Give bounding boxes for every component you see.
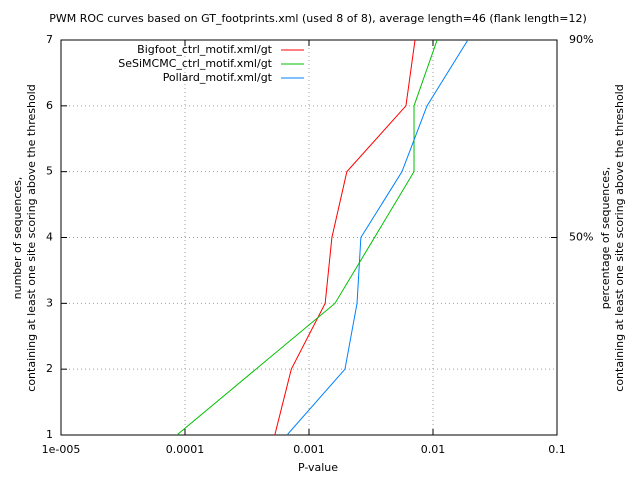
y-tick-label: 1 <box>46 428 53 441</box>
x-tick-label: 0.1 <box>548 443 566 456</box>
legend-label: Bigfoot_ctrl_motif.xml/gt <box>137 43 273 56</box>
y-tick-label: 6 <box>46 99 53 112</box>
series-line <box>286 40 469 435</box>
chart-title: PWM ROC curves based on GT_footprints.xm… <box>49 12 587 25</box>
y-tick-label: 3 <box>46 296 53 309</box>
x-tick-label: 0.001 <box>293 443 325 456</box>
series-line <box>274 40 416 435</box>
y-axis-label: containing at least one site scoring abo… <box>25 84 38 391</box>
legend-label: Pollard_motif.xml/gt <box>163 71 273 84</box>
x-tick-label: 0.01 <box>421 443 446 456</box>
y2-axis-label: containing at least one site scoring abo… <box>613 84 626 391</box>
y-tick-label: 2 <box>46 362 53 375</box>
y2-axis-label: percentage of sequences, <box>599 167 612 309</box>
y-axis-label: number of sequences, <box>11 177 24 300</box>
x-tick-label: 0.0001 <box>166 443 205 456</box>
series-line <box>176 40 438 435</box>
x-tick-label: 1e-005 <box>42 443 81 456</box>
legend-label: SeSiMCMC_ctrl_motif.xml/gt <box>118 57 272 70</box>
x-axis-label: P-value <box>298 461 338 474</box>
y-tick-label: 4 <box>46 231 53 244</box>
y2-tick-label: 90% <box>569 33 593 46</box>
y-tick-label: 5 <box>46 165 53 178</box>
y2-tick-label: 50% <box>569 231 593 244</box>
y-tick-label: 7 <box>46 33 53 46</box>
